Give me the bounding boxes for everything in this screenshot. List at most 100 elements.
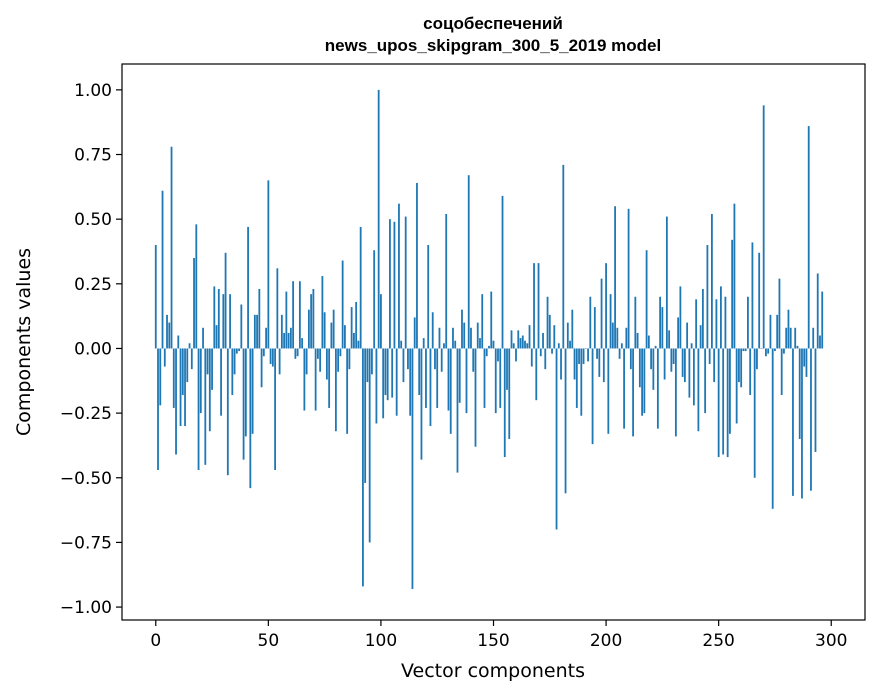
bar-0 <box>154 245 157 349</box>
bar-190 <box>582 348 585 364</box>
plot-frame <box>121 63 866 621</box>
bar-46 <box>258 288 261 349</box>
bar-95 <box>368 348 371 543</box>
bar-107 <box>395 348 398 416</box>
bar-284 <box>794 327 797 349</box>
bar-93 <box>364 348 367 483</box>
bar-31 <box>224 252 227 349</box>
bar-42 <box>249 348 252 489</box>
bar-243 <box>701 288 704 349</box>
bar-105 <box>391 348 394 398</box>
bar-73 <box>319 348 322 372</box>
x-tick-label: 200 <box>590 631 622 651</box>
bar-179 <box>557 343 560 349</box>
bar-20 <box>199 348 202 414</box>
bar-153 <box>499 348 502 408</box>
bar-58 <box>285 291 288 349</box>
bar-172 <box>542 332 544 349</box>
bar-4 <box>163 348 166 367</box>
bar-79 <box>332 309 335 349</box>
bar-50 <box>267 180 270 349</box>
bar-11 <box>179 348 182 427</box>
bar-232 <box>677 317 680 349</box>
bar-241 <box>697 348 700 432</box>
bar-39 <box>242 348 245 460</box>
bar-96 <box>371 348 373 375</box>
y-tick-label: 0.25 <box>74 275 112 295</box>
y-tick-label: −0.75 <box>60 533 112 553</box>
bar-161 <box>517 330 520 349</box>
bar-36 <box>235 348 238 354</box>
bar-271 <box>765 348 767 357</box>
bar-205 <box>616 327 619 349</box>
bar-111 <box>404 216 407 349</box>
bar-13 <box>184 348 186 427</box>
bar-208 <box>623 348 625 429</box>
bar-213 <box>634 296 637 349</box>
bar-214 <box>636 332 639 349</box>
bar-252 <box>722 348 725 455</box>
bar-282 <box>789 327 792 349</box>
bar-249 <box>715 299 718 349</box>
x-tick-label: 50 <box>258 631 280 651</box>
bar-68 <box>307 309 310 349</box>
bar-220 <box>650 348 653 370</box>
bar-257 <box>733 203 736 349</box>
bar-15 <box>188 343 191 349</box>
bar-48 <box>262 348 265 357</box>
bar-247 <box>711 213 713 349</box>
bar-165 <box>526 343 529 349</box>
x-tick-label: 300 <box>815 631 847 651</box>
bar-35 <box>233 348 236 375</box>
bar-239 <box>692 348 695 406</box>
bar-40 <box>244 348 247 437</box>
bar-169 <box>535 348 538 401</box>
bar-160 <box>515 348 517 362</box>
bar-7 <box>170 146 173 349</box>
bar-149 <box>490 291 493 349</box>
bar-168 <box>533 263 535 349</box>
bar-152 <box>497 348 499 362</box>
bar-222 <box>654 345 657 349</box>
bar-231 <box>674 348 677 437</box>
bar-261 <box>742 348 745 352</box>
bar-207 <box>620 343 623 349</box>
bar-99 <box>377 89 380 349</box>
bar-57 <box>283 332 286 349</box>
bar-263 <box>747 296 749 349</box>
bar-285 <box>796 345 799 349</box>
bar-219 <box>647 335 650 349</box>
bar-178 <box>555 348 558 530</box>
bar-265 <box>751 242 754 349</box>
bar-56 <box>280 314 283 349</box>
bar-2 <box>159 348 162 406</box>
bar-186 <box>573 348 576 380</box>
bar-273 <box>769 314 772 349</box>
bar-159 <box>512 343 515 349</box>
bar-52 <box>271 348 274 367</box>
bar-292 <box>812 327 815 349</box>
bar-291 <box>810 348 812 491</box>
bar-41 <box>247 226 249 349</box>
bar-166 <box>528 325 531 349</box>
bar-45 <box>256 314 258 349</box>
bar-260 <box>740 348 743 388</box>
bar-19 <box>197 348 200 471</box>
x-tick-label: 100 <box>365 631 397 651</box>
bar-9 <box>175 348 177 455</box>
bar-140 <box>470 327 472 349</box>
bar-26 <box>213 286 216 349</box>
bar-104 <box>389 219 391 349</box>
bar-101 <box>382 348 385 419</box>
bar-256 <box>731 239 734 349</box>
bar-127 <box>440 348 443 372</box>
bar-29 <box>220 348 222 416</box>
bar-206 <box>618 348 621 359</box>
bar-125 <box>436 348 439 408</box>
bar-201 <box>607 348 610 434</box>
bar-21 <box>202 327 204 349</box>
bar-51 <box>269 348 272 364</box>
bar-223 <box>656 348 659 429</box>
bar-230 <box>672 348 675 364</box>
